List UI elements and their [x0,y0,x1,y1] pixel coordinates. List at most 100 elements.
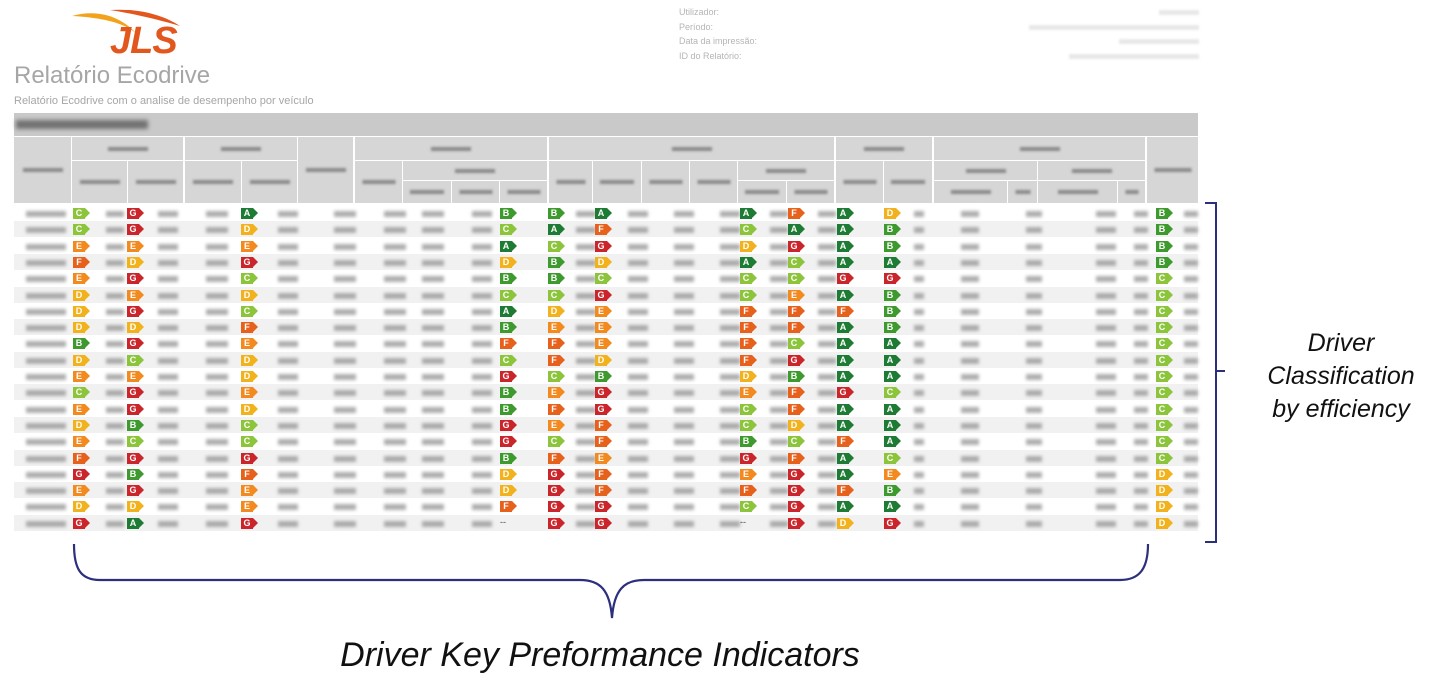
grade-badge: A [837,240,854,252]
redacted-value [384,406,406,413]
redacted-value [106,276,124,283]
redacted-value [384,455,406,462]
redacted-value [158,406,178,413]
redacted-value [628,243,648,250]
redacted-value [26,325,66,332]
redacted-value [1096,308,1116,315]
grade-badge: D [740,371,757,382]
grade-badge: E [788,289,805,301]
redacted-value [674,520,694,527]
grade-badge: D [1156,485,1173,497]
redacted-value [206,357,228,364]
redacted-value [26,259,66,266]
redacted-value [818,471,836,478]
redacted-value [818,374,836,380]
redacted-value [1134,211,1148,217]
redacted-value [1026,439,1042,446]
grade-badge: A [884,338,901,350]
grade-badge: A [837,468,854,480]
redacted-value [278,243,298,250]
redacted-value [720,259,740,266]
redacted-value [628,325,648,332]
redacted-value [206,308,228,315]
redacted-value [26,504,66,511]
redacted-value [674,488,694,495]
grade-badge: D [500,485,517,497]
redacted-value [334,227,356,234]
classification-bracket [1205,202,1217,543]
grade-badge: C [788,256,805,268]
redacted-value [770,471,788,478]
redacted-value [1134,488,1148,495]
redacted-value [818,390,836,397]
redacted-value [384,325,406,332]
grade-badge: F [837,485,854,497]
grade-badge: B [127,419,144,431]
redacted-value [278,422,298,429]
redacted-value [334,259,356,266]
redacted-value [674,439,694,446]
grade-badge: F [548,403,565,415]
grade-badge: A [884,256,901,268]
redacted-value [720,471,740,478]
redacted-value [576,341,596,348]
redacted-value [1096,422,1116,429]
redacted-value [1134,520,1148,527]
column-header [452,181,499,203]
redacted-value [26,390,66,397]
report-meta: Utilizador: Período: Data da impressão: … [679,5,1199,63]
redacted-value [1184,422,1198,429]
classification-label: Driver Classification by efficiency [1255,327,1427,426]
redacted-value [334,439,356,446]
grade-badge: E [127,371,144,382]
column-header [72,161,127,203]
grade-badge: A [837,338,854,350]
redacted-value [1026,488,1042,495]
grade-badge: F [788,403,805,415]
grade-badge: G [788,517,805,529]
redacted-value [106,259,124,266]
grade-badge: A [595,208,612,219]
grade-badge: C [1156,338,1173,350]
redacted-value [26,422,66,429]
redacted-value [206,439,228,446]
column-header [1038,161,1145,180]
redacted-value [384,308,406,315]
redacted-value [961,455,979,462]
redacted-value [961,406,979,413]
redacted-value [818,276,836,283]
grade-badge: A [837,208,854,219]
redacted-value [278,292,298,299]
redacted-value [106,341,124,348]
redacted-value [961,292,979,299]
redacted-value [422,455,444,462]
redacted-value [770,455,788,462]
redacted-value [628,422,648,429]
redacted-value [1184,227,1198,234]
redacted-value [1096,292,1116,299]
grade-badge: F [73,452,90,464]
grade-badge: F [788,208,805,219]
redacted-value [158,357,178,364]
grade-badge: E [241,501,258,513]
grade-badge: A [500,305,517,317]
redacted-value [1026,471,1042,478]
redacted-value [334,374,356,380]
redacted-value [422,357,444,364]
redacted-value [576,308,596,315]
grade-badge: F [837,305,854,317]
redacted-value [674,455,694,462]
grade-badge: D [73,501,90,513]
meta-row: Período: [679,20,1199,35]
redacted-value [1184,455,1198,462]
redacted-value [674,259,694,266]
redacted-value [720,325,740,332]
grade-badge: A [740,208,757,219]
redacted-value [674,357,694,364]
grade-badge: C [241,419,258,431]
grade-badge: E [595,322,612,334]
grade-badge: G [500,371,517,382]
grade-badge: G [884,273,901,285]
grade-badge: D [595,256,612,268]
redacted-value [674,227,694,234]
